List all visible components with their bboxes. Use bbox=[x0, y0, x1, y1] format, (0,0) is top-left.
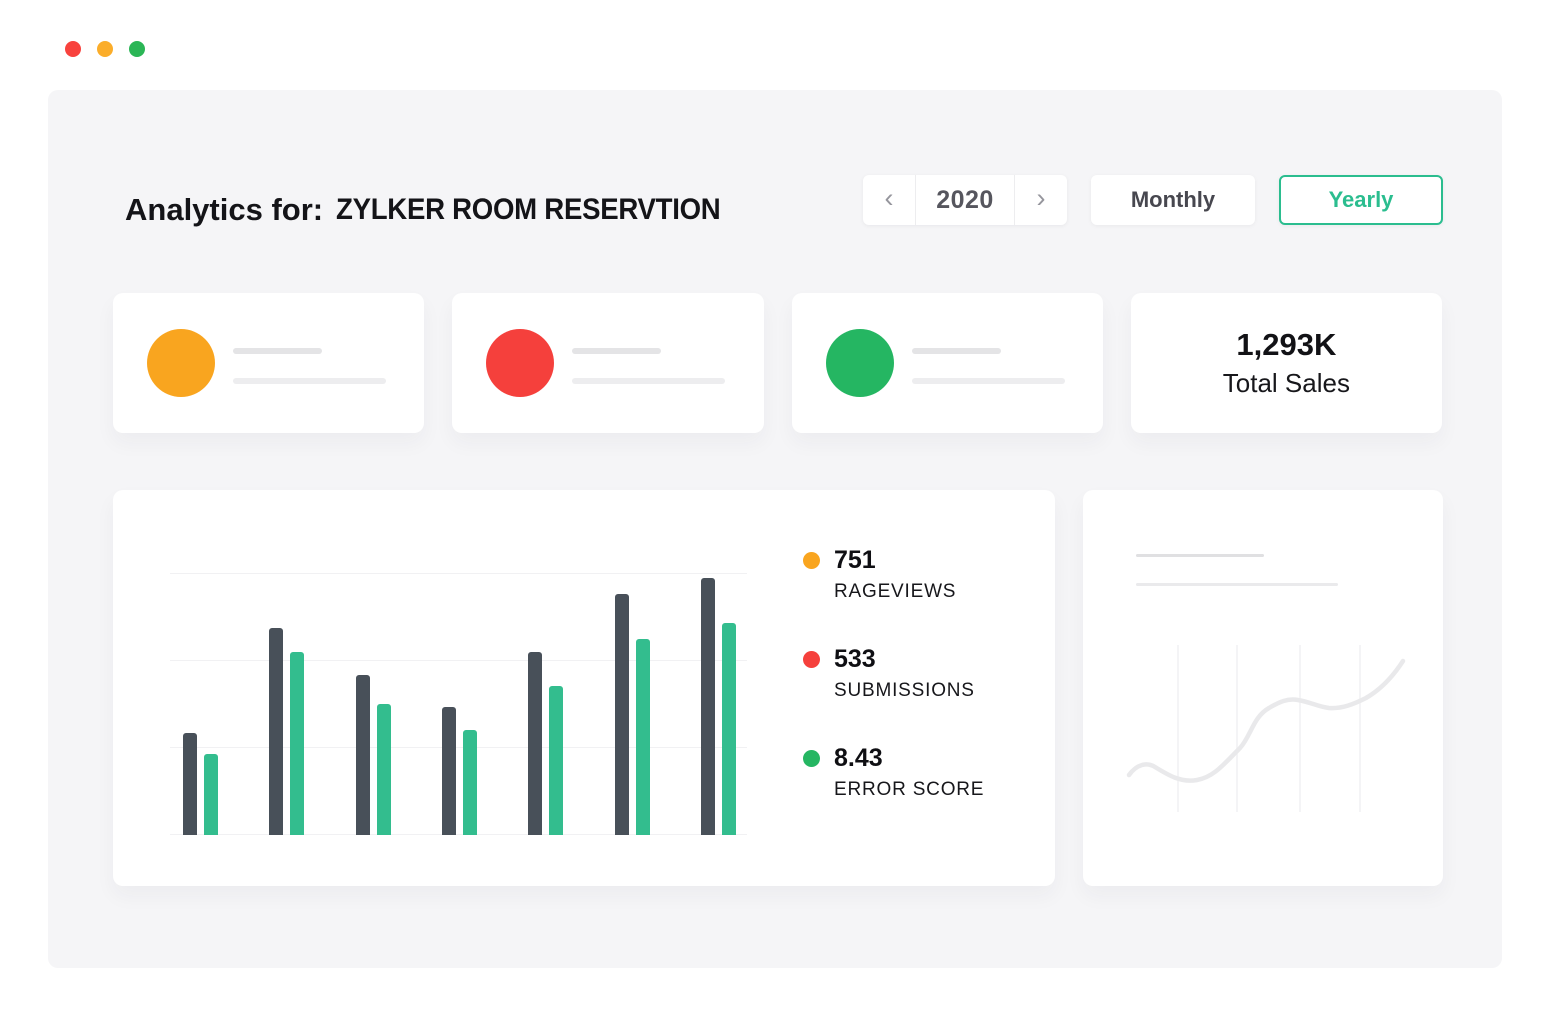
bar-series-dark bbox=[269, 628, 284, 835]
header-controls: ‹ 2020 › Monthly Yearly bbox=[863, 175, 1443, 225]
legend-item-submissions: 533 SUBMISSIONS bbox=[803, 646, 984, 702]
stat-card-orange bbox=[113, 293, 425, 433]
bar-plot bbox=[170, 573, 747, 835]
skeleton-line bbox=[572, 348, 662, 354]
line-chart-placeholder-card bbox=[1083, 490, 1443, 886]
skeleton-line bbox=[572, 378, 726, 384]
bar-series-dark bbox=[355, 675, 370, 835]
legend-label: ERROR SCORE bbox=[834, 779, 985, 800]
legend-value: 533 bbox=[834, 645, 876, 673]
bar-series-green bbox=[635, 638, 650, 835]
page-title-subject: ZYLKER ROOM RESERVTION bbox=[336, 193, 721, 226]
bar-chart-card: 751 RAGEVIEWS 533 SUBMISSIONS 8.43 ERROR… bbox=[113, 490, 1055, 886]
gridline bbox=[170, 747, 747, 748]
skeleton-line bbox=[233, 348, 322, 354]
bar-group-g3 bbox=[355, 573, 391, 835]
next-year-button[interactable]: › bbox=[1015, 175, 1067, 225]
red-circle-icon bbox=[486, 329, 555, 397]
dashboard-panel: Analytics for: ZYLKER ROOM RESERVTION ‹ … bbox=[48, 90, 1502, 968]
stat-card-green bbox=[791, 293, 1103, 433]
total-sales-value: 1,293K bbox=[1236, 327, 1337, 362]
skeleton-line bbox=[911, 378, 1065, 384]
orange-dot-icon bbox=[803, 552, 820, 569]
skeleton-line bbox=[1136, 583, 1338, 586]
chevron-left-icon: ‹ bbox=[884, 182, 894, 213]
stat-card-total-sales: 1,293K Total Sales bbox=[1130, 293, 1442, 433]
legend-value: 751 bbox=[834, 546, 876, 574]
bar-series-dark bbox=[700, 578, 715, 835]
bar-group-g2 bbox=[269, 573, 305, 835]
minimize-icon[interactable] bbox=[97, 41, 113, 57]
legend-label: SUBMISSIONS bbox=[834, 680, 975, 701]
legend-item-rageviews: 751 RAGEVIEWS bbox=[803, 547, 984, 603]
chevron-right-icon: › bbox=[1036, 182, 1046, 213]
total-sales-label: Total Sales bbox=[1222, 368, 1350, 398]
gridline bbox=[170, 660, 747, 661]
legend-value: 8.43 bbox=[834, 744, 883, 772]
green-circle-icon bbox=[825, 329, 894, 397]
page-title: Analytics for: ZYLKER ROOM RESERVTION bbox=[125, 182, 754, 238]
maximize-icon[interactable] bbox=[129, 41, 145, 57]
bar-groups bbox=[183, 573, 736, 835]
bar-series-dark bbox=[528, 651, 543, 835]
orange-circle-icon bbox=[147, 329, 215, 397]
red-dot-icon bbox=[803, 651, 820, 668]
stats-row: 1,293K Total Sales bbox=[113, 293, 1442, 433]
line-chart-sketch-icon bbox=[1126, 645, 1406, 812]
skeleton-line bbox=[233, 378, 386, 384]
legend-item-error-score: 8.43 ERROR SCORE bbox=[803, 745, 984, 801]
year-stepper: ‹ 2020 › bbox=[863, 175, 1067, 225]
bar-series-green bbox=[290, 651, 305, 835]
yearly-button[interactable]: Yearly bbox=[1279, 175, 1443, 225]
bar-series-green bbox=[376, 704, 391, 835]
stat-card-red bbox=[452, 293, 764, 433]
chart-legend: 751 RAGEVIEWS 533 SUBMISSIONS 8.43 ERROR… bbox=[803, 547, 984, 801]
bar-series-green bbox=[204, 753, 218, 835]
skeleton-line bbox=[911, 348, 1001, 354]
bar-group-g4 bbox=[441, 573, 477, 835]
bar-series-dark bbox=[441, 706, 456, 835]
monthly-button[interactable]: Monthly bbox=[1091, 175, 1255, 225]
page-title-prefix: Analytics for: bbox=[125, 192, 324, 227]
bar-series-dark bbox=[614, 593, 629, 835]
gridline bbox=[170, 834, 747, 835]
window-controls bbox=[65, 41, 145, 57]
legend-label: RAGEVIEWS bbox=[834, 581, 957, 602]
bar-series-green bbox=[721, 622, 736, 835]
prev-year-button[interactable]: ‹ bbox=[863, 175, 915, 225]
bar-group-g6 bbox=[614, 573, 650, 835]
bar-series-dark bbox=[183, 732, 197, 835]
green-dot-icon bbox=[803, 750, 820, 767]
bar-series-green bbox=[549, 685, 564, 835]
year-value: 2020 bbox=[915, 175, 1015, 225]
bar-series-green bbox=[462, 730, 477, 835]
bar-group-g1 bbox=[183, 573, 218, 835]
skeleton-line bbox=[1136, 554, 1264, 557]
bar-group-g5 bbox=[528, 573, 564, 835]
close-icon[interactable] bbox=[65, 41, 81, 57]
bar-group-g7 bbox=[700, 573, 736, 835]
gridline bbox=[170, 573, 747, 574]
